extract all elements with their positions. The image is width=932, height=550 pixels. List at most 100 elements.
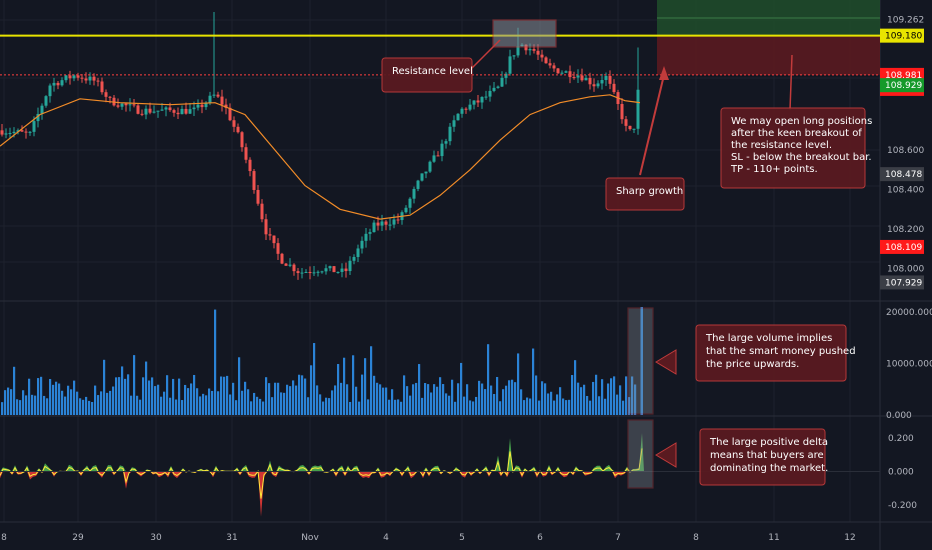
candle-body — [328, 266, 332, 269]
volume-bar — [460, 362, 463, 415]
time-tick-label: 5 — [459, 533, 465, 543]
price-tick-label: 108.000 — [887, 264, 924, 274]
volume-bar — [184, 384, 187, 415]
candle-body — [332, 266, 336, 273]
candle-body — [468, 104, 472, 110]
candle-body — [436, 155, 440, 157]
candle-body — [212, 94, 216, 96]
candle-body — [200, 104, 204, 108]
volume-bar — [415, 382, 418, 415]
candle-body — [452, 120, 456, 127]
volume-bar — [568, 399, 571, 415]
volume-tick-label: 20000.000 — [886, 308, 932, 318]
volume-bar — [160, 396, 163, 415]
candle-body — [148, 108, 152, 113]
delta-pointer — [655, 442, 677, 468]
volume-bar — [601, 379, 604, 415]
volume-bar — [199, 396, 202, 415]
volume-bar — [403, 375, 406, 415]
volume-bar — [619, 385, 622, 415]
volume-bar — [139, 399, 142, 415]
volume-bar — [358, 401, 361, 415]
candle-body — [256, 189, 260, 204]
candle-body — [604, 75, 608, 81]
volume-bar — [187, 388, 190, 415]
candle-body — [136, 105, 140, 114]
delta-callout-text: dominating the market. — [710, 463, 828, 474]
candle-body — [248, 159, 252, 172]
candle-body — [504, 73, 508, 78]
candle-body — [116, 105, 120, 107]
candle-body — [492, 87, 496, 91]
volume-bar — [613, 376, 616, 415]
volume-bar — [145, 361, 148, 415]
volume-bar — [616, 394, 619, 415]
candle-body — [460, 108, 464, 114]
candle-body — [108, 96, 112, 98]
candle-body — [416, 180, 420, 189]
candle-body — [392, 219, 396, 225]
volume-bar — [463, 396, 466, 415]
sharp-growth-callout: Sharp growth — [605, 177, 685, 211]
price-tag: 109.180 — [880, 28, 924, 43]
volume-bar — [301, 375, 304, 415]
candle-body — [316, 271, 320, 273]
volume-bar — [28, 378, 31, 415]
volume-bar — [67, 385, 70, 415]
candle-body — [84, 78, 88, 81]
candle-body — [144, 108, 148, 115]
volume-bar — [250, 401, 253, 415]
volume-bar — [265, 377, 268, 415]
volume-bar — [511, 379, 514, 415]
volume-bar — [121, 366, 124, 415]
volume-bar — [76, 391, 79, 415]
candle-body — [300, 272, 304, 274]
candle-body — [584, 77, 588, 81]
candle-body — [592, 84, 596, 87]
candle-body — [172, 110, 176, 113]
volume-pointer — [655, 349, 677, 375]
volume-bar — [61, 390, 64, 415]
volume-bar — [157, 384, 160, 415]
candle-body — [164, 107, 168, 110]
volume-bar — [457, 383, 460, 415]
volume-bar — [70, 389, 73, 415]
candle-body — [372, 222, 376, 233]
candle-body — [484, 96, 488, 98]
candle-body — [216, 94, 220, 97]
volume-bar — [244, 381, 247, 415]
volume-bar — [394, 399, 397, 415]
volume-bar — [379, 384, 382, 415]
volume-bar — [190, 383, 193, 415]
time-axis: 8 29 30 31 Nov 4 5 6 7 8 11 12 — [1, 533, 856, 543]
candle-body — [556, 68, 560, 74]
plan-callout-text: TP - 110+ points. — [730, 164, 818, 175]
candle-body — [388, 224, 392, 226]
volume-bar — [409, 395, 412, 415]
time-tick-label: 8 — [693, 533, 699, 543]
volume-bar — [547, 393, 550, 415]
candle-body — [636, 89, 640, 129]
volume-bar — [304, 378, 307, 415]
volume-bar — [235, 400, 238, 415]
delta-highlight — [627, 419, 654, 489]
candle-body — [220, 96, 224, 105]
time-tick-label: Nov — [301, 533, 319, 543]
candle-body — [624, 119, 628, 126]
annotation-callouts: Resistance level Sharp growth We may open … — [381, 19, 872, 489]
candle-body — [408, 198, 412, 208]
volume-bar — [577, 382, 580, 415]
volume-bar — [310, 365, 313, 415]
candle-body — [64, 75, 68, 81]
price-tag: 108.109 — [880, 239, 924, 254]
volume-bar — [73, 380, 76, 415]
volume-bar — [259, 398, 262, 415]
candle-body — [600, 80, 604, 84]
volume-bar — [112, 386, 115, 415]
time-tick-label: 31 — [226, 533, 237, 543]
candle-body — [476, 100, 480, 103]
resistance-arrow — [469, 39, 501, 71]
candle-body — [124, 103, 128, 106]
candle-body — [280, 253, 284, 264]
